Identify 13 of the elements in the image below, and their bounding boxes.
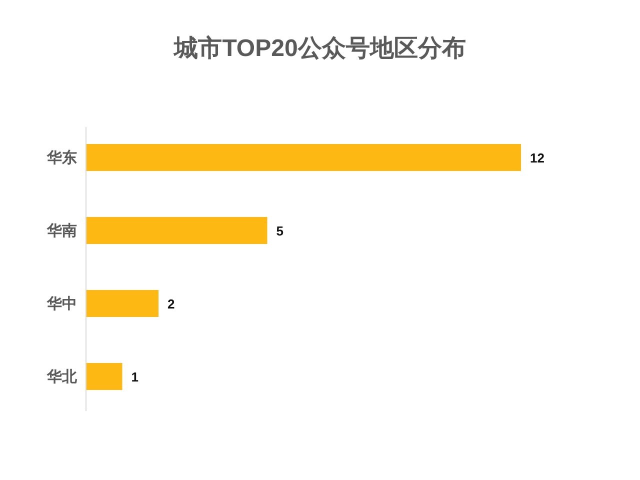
y-tick-label: 华北 bbox=[46, 368, 78, 386]
bar bbox=[86, 216, 268, 244]
bar bbox=[86, 362, 122, 390]
y-tick-label: 华中 bbox=[46, 296, 77, 312]
data-label: 2 bbox=[168, 296, 175, 312]
data-label: 12 bbox=[530, 150, 544, 166]
chart-title: 城市TOP20公众号地区分布 bbox=[173, 35, 466, 62]
y-tick-label: 华南 bbox=[46, 222, 77, 240]
data-label: 5 bbox=[276, 224, 284, 238]
bar bbox=[86, 290, 158, 318]
bar bbox=[86, 144, 521, 172]
y-tick-label: 华东 bbox=[46, 148, 77, 166]
data-label: 1 bbox=[131, 370, 138, 384]
